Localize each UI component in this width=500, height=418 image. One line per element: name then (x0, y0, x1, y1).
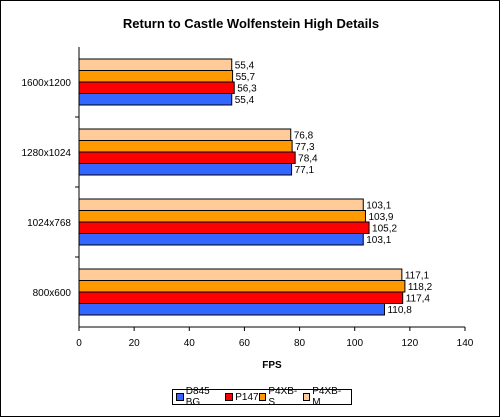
data-label: 77,1 (295, 165, 315, 176)
legend: D845 BG P147 P4XB-S P4XB-M (172, 386, 352, 408)
chart-title: Return to Castle Wolfenstein High Detail… (123, 16, 379, 31)
x-tick-label: 0 (76, 338, 82, 349)
x-tick-label: 20 (129, 338, 141, 349)
data-label: 76,8 (294, 131, 314, 142)
bar (78, 221, 370, 234)
legend-swatch (302, 393, 311, 401)
legend-label: P4XB-M (312, 386, 342, 408)
x-tick-label: 140 (457, 338, 474, 349)
legend-swatch (225, 393, 234, 401)
legend-item: P147 (225, 391, 259, 403)
bar (78, 303, 385, 316)
legend-swatch (176, 393, 184, 401)
category-label: 1600x1200 (22, 78, 72, 89)
bar (78, 93, 233, 106)
x-tick-label: 40 (184, 338, 196, 349)
data-label: 55,7 (236, 72, 256, 83)
legend-label: D845 BG (185, 386, 210, 408)
legend-swatch (258, 393, 267, 401)
plot-area: 0 20 40 60 80 100 120 1401600x120055,455,756,35… (22, 47, 474, 349)
bar (78, 291, 404, 304)
data-label: 56,3 (237, 84, 257, 95)
data-label: 55,4 (235, 61, 255, 72)
bar (78, 198, 364, 211)
bar (78, 140, 293, 153)
bar (78, 210, 366, 223)
legend-item: P4XB-S (258, 386, 303, 408)
data-label: 117,4 (406, 294, 431, 305)
data-label: 103,1 (366, 235, 391, 246)
data-label: 105,2 (372, 224, 397, 235)
legend-label: P4XB-S (268, 386, 298, 408)
data-label: 117,1 (405, 271, 430, 282)
category-label: 1024x768 (27, 218, 71, 229)
bar (78, 280, 406, 293)
category-label: 1280x1024 (22, 148, 72, 159)
data-label: 110,8 (387, 305, 412, 316)
legend-item: P4XB-M (302, 386, 348, 408)
data-label: 118,2 (408, 282, 433, 293)
data-label: 103,9 (368, 212, 393, 223)
bar (78, 70, 234, 83)
x-tick-label: 100 (346, 338, 363, 349)
category-label: 800x600 (33, 288, 72, 299)
x-tick-label: 120 (402, 338, 419, 349)
x-axis-label: FPS (262, 360, 282, 371)
x-tick-label: 60 (239, 338, 251, 349)
bar (78, 163, 293, 176)
data-label: 78,4 (298, 154, 318, 165)
bar (78, 151, 296, 164)
legend-item: D845 BG (176, 386, 225, 408)
x-tick-label: 80 (294, 338, 306, 349)
data-label: 55,4 (235, 95, 255, 106)
bar (78, 81, 235, 94)
bar (78, 268, 403, 281)
bar (78, 128, 292, 141)
bar (78, 58, 233, 71)
legend-label: P147 (235, 391, 259, 403)
data-label: 77,3 (295, 142, 315, 153)
data-label: 103,1 (366, 201, 391, 212)
bar (78, 233, 364, 246)
